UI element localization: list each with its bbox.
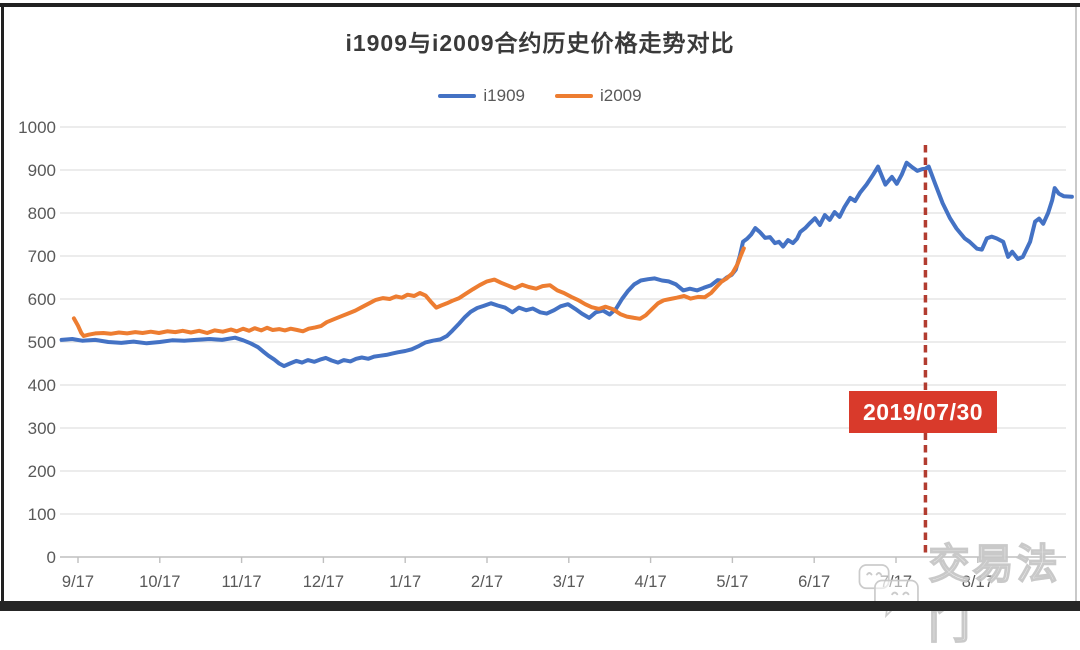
- chart-title: i1909与i2009合约历史价格走势对比: [345, 30, 735, 56]
- legend-label-i2009: i2009: [600, 86, 642, 105]
- x-axis: 9/17 10/17 11/17 12/17 1/17 2/17 3/17 4/17 5/17 6…: [62, 557, 994, 591]
- legend-label-i1909: i1909: [483, 86, 525, 105]
- x-tick-label: 1/17: [389, 573, 421, 591]
- y-tick-label: 300: [28, 419, 56, 438]
- x-tick-label: 4/17: [635, 573, 667, 591]
- x-tick-label: 3/17: [553, 573, 585, 591]
- x-tick-label: 2/17: [471, 573, 503, 591]
- series-line-i2009: [71, 246, 746, 338]
- x-tick-label: 9/17: [62, 573, 94, 591]
- x-tick-label: 12/17: [303, 573, 344, 591]
- y-axis-labels: 0 100 200 300 400 500 600 700 800 900 1000: [18, 118, 56, 567]
- x-tick-label: 11/17: [222, 573, 262, 591]
- x-tick-label: 6/17: [798, 573, 830, 591]
- x-tick-label: 7/17: [880, 573, 912, 591]
- chart-legend: i1909 i2009: [0, 86, 1080, 106]
- y-tick-label: 200: [28, 462, 56, 481]
- gridlines: [60, 126, 1066, 558]
- legend-item-i2009: i2009: [555, 86, 642, 106]
- y-tick-label: 800: [28, 204, 56, 223]
- legend-item-i1909: i1909: [438, 86, 525, 106]
- frame-top-edge: [0, 3, 1080, 7]
- frame-left-edge: [1, 3, 4, 601]
- date-annotation-badge: 2019/07/30: [849, 391, 997, 433]
- price-chart-plot: 0 100 200 300 400 500 600 700 800 900 1000 9/17 10/1…: [18, 118, 1074, 591]
- y-tick-label: 1000: [18, 118, 56, 137]
- i1909-line-swatch: [438, 93, 477, 99]
- y-tick-label: 900: [28, 161, 56, 180]
- x-tick-label: 10/17: [139, 573, 180, 591]
- y-tick-label: 100: [28, 505, 56, 524]
- frame-right-edge: [1075, 7, 1077, 601]
- series-line-i1909: [59, 160, 1074, 369]
- y-tick-label: 0: [47, 548, 56, 567]
- y-tick-label: 600: [28, 290, 56, 309]
- y-tick-label: 700: [28, 247, 56, 266]
- x-tick-label: 8/17: [962, 573, 994, 591]
- bottom-dark-bar: [0, 601, 1080, 611]
- x-tick-label: 5/17: [716, 573, 748, 591]
- chart-screenshot: 0 100 200 300 400 500 600 700 800 900 1000 9/17 10/1…: [0, 3, 1080, 648]
- y-tick-label: 500: [28, 333, 56, 352]
- i2009-line-swatch: [555, 93, 593, 99]
- y-tick-label: 400: [28, 376, 56, 395]
